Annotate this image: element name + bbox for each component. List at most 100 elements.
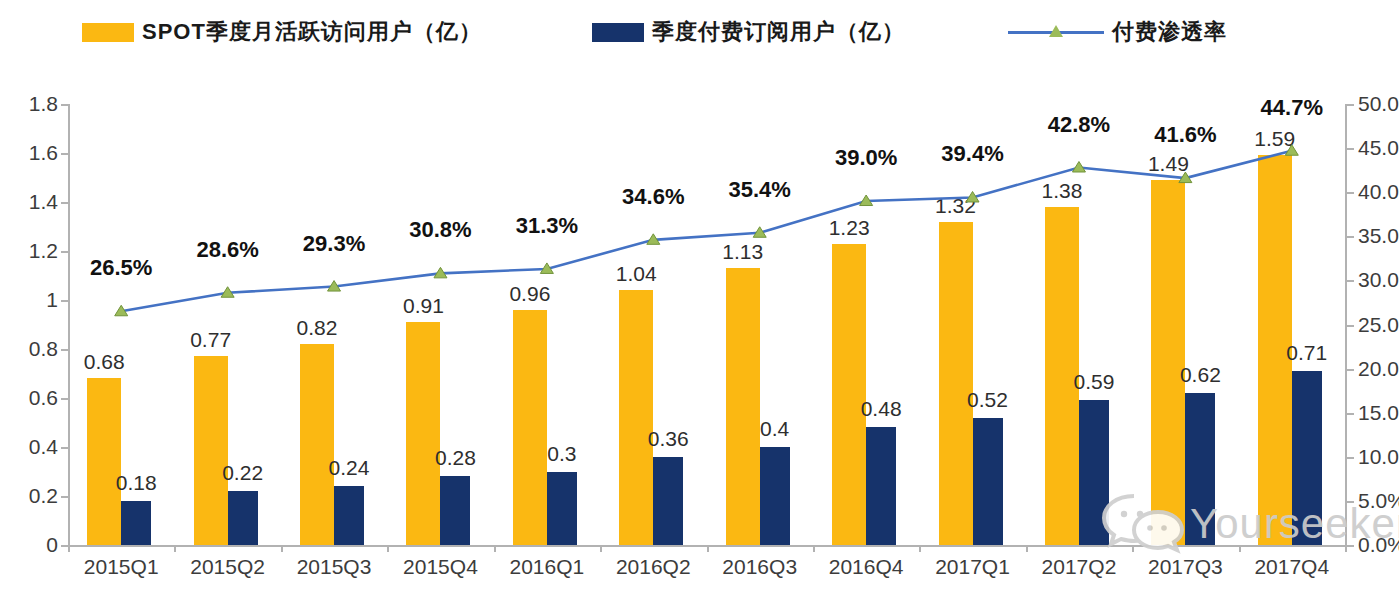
subscribers-bar xyxy=(334,486,364,545)
left-axis-tick xyxy=(61,300,68,302)
left-axis-tick-label: 1.8 xyxy=(4,92,58,116)
subscribers-value-label: 0.28 xyxy=(410,446,500,470)
penetration-percent-label: 29.3% xyxy=(279,231,389,257)
left-axis-tick-label: 0.2 xyxy=(4,484,58,508)
x-axis-tick xyxy=(494,545,496,552)
penetration-percent-label: 31.3% xyxy=(492,213,602,239)
subscribers-legend-swatch xyxy=(592,23,644,42)
mau-value-label: 1.38 xyxy=(1017,179,1107,203)
mau-bar xyxy=(406,322,440,545)
left-axis-tick-label: 1.6 xyxy=(4,141,58,165)
penetration-percent-label: 30.8% xyxy=(385,217,495,243)
penetration-marker-icon xyxy=(1072,162,1085,173)
penetration-marker-icon xyxy=(434,267,447,278)
x-axis-category-label: 2015Q4 xyxy=(385,555,495,579)
penetration-percent-label: 44.7% xyxy=(1237,95,1347,121)
x-axis-category-label: 2016Q2 xyxy=(598,555,708,579)
mau-value-label: 1.13 xyxy=(698,240,788,264)
penetration-percent-label: 35.4% xyxy=(705,177,815,203)
x-axis-tick xyxy=(813,545,815,552)
x-axis-tick xyxy=(600,545,602,552)
left-axis-tick-label: 0 xyxy=(4,533,58,557)
right-axis-tick xyxy=(1347,104,1354,106)
penetration-percent-label: 26.5% xyxy=(66,255,176,281)
subscribers-value-label: 0.24 xyxy=(304,456,394,480)
left-axis-tick xyxy=(61,251,68,253)
left-axis-tick-label: 0.4 xyxy=(4,435,58,459)
left-axis-line xyxy=(68,104,70,545)
subscribers-value-label: 0.36 xyxy=(623,427,713,451)
mau-value-label: 0.68 xyxy=(59,350,149,374)
right-axis-tick xyxy=(1347,192,1354,194)
penetration-percent-label: 41.6% xyxy=(1130,122,1240,148)
left-axis-tick xyxy=(61,447,68,449)
right-axis-tick xyxy=(1347,325,1354,327)
mau-value-label: 0.82 xyxy=(272,316,362,340)
mau-bar xyxy=(513,310,547,545)
mau-bar xyxy=(619,290,653,545)
left-axis-tick-label: 0.6 xyxy=(4,386,58,410)
left-axis-tick xyxy=(61,202,68,204)
mau-bar xyxy=(87,378,121,545)
x-axis-category-label: 2017Q1 xyxy=(918,555,1028,579)
mau-value-label: 0.91 xyxy=(378,294,468,318)
x-axis-category-label: 2016Q4 xyxy=(811,555,921,579)
x-axis-tick xyxy=(1026,545,1028,552)
left-axis-tick xyxy=(61,496,68,498)
legend-item-penetration: 付费渗透率 xyxy=(1008,18,1227,46)
mau-value-label: 1.32 xyxy=(911,194,1001,218)
subscribers-bar xyxy=(653,457,683,545)
mau-bar xyxy=(726,268,760,545)
penetration-marker-icon xyxy=(753,227,766,238)
left-axis-tick xyxy=(61,398,68,400)
watermark-text: Yourseeker xyxy=(1190,500,1399,548)
right-axis-tick-label: 40.0% xyxy=(1358,180,1399,204)
x-axis-category-label: 2016Q1 xyxy=(492,555,602,579)
penetration-marker-icon xyxy=(221,287,234,298)
subscribers-bar xyxy=(228,491,258,545)
penetration-marker-icon xyxy=(860,195,873,206)
right-axis-tick-label: 10.0% xyxy=(1358,445,1399,469)
right-axis-tick-label: 45.0% xyxy=(1358,136,1399,160)
penetration-marker-icon xyxy=(540,263,553,274)
mau-value-label: 1.49 xyxy=(1123,152,1213,176)
penetration-marker-icon xyxy=(647,234,660,245)
penetration-percent-label: 39.0% xyxy=(811,145,921,171)
subscribers-value-label: 0.48 xyxy=(836,397,926,421)
subscribers-bar xyxy=(760,447,790,545)
mau-bar xyxy=(832,244,866,545)
penetration-percent-label: 39.4% xyxy=(918,141,1028,167)
subscribers-value-label: 0.4 xyxy=(730,417,820,441)
subscribers-value-label: 0.52 xyxy=(943,388,1033,412)
right-axis-tick-label: 30.0% xyxy=(1358,268,1399,292)
right-axis-tick xyxy=(1347,369,1354,371)
x-axis-category-label: 2016Q3 xyxy=(705,555,815,579)
right-axis-tick-label: 15.0% xyxy=(1358,401,1399,425)
mau-value-label: 1.23 xyxy=(804,216,894,240)
subscribers-bar xyxy=(973,418,1003,545)
x-axis-tick xyxy=(174,545,176,552)
right-axis-tick-label: 20.0% xyxy=(1358,357,1399,381)
x-axis-category-label: 2015Q3 xyxy=(279,555,389,579)
mau-bar xyxy=(300,344,334,545)
right-axis-tick-label: 50.0% xyxy=(1358,92,1399,116)
penetration-percent-label: 42.8% xyxy=(1024,112,1134,138)
penetration-legend-label: 付费渗透率 xyxy=(1112,17,1227,47)
subscribers-value-label: 0.22 xyxy=(198,461,288,485)
left-axis-tick-label: 1.2 xyxy=(4,239,58,263)
penetration-percent-label: 28.6% xyxy=(173,237,283,263)
mau-legend-label: SPOT季度月活跃访问用户（亿） xyxy=(142,17,482,47)
legend-item-mau: SPOT季度月活跃访问用户（亿） xyxy=(82,18,482,46)
right-axis-tick xyxy=(1347,148,1354,150)
x-axis-category-label: 2015Q2 xyxy=(173,555,283,579)
subscribers-bar xyxy=(440,476,470,545)
left-axis-tick xyxy=(61,545,68,547)
subscribers-value-label: 0.18 xyxy=(91,471,181,495)
wechat-icon xyxy=(1098,488,1190,560)
mau-value-label: 0.77 xyxy=(166,328,256,352)
x-axis-tick xyxy=(68,545,70,552)
penetration-marker-icon xyxy=(115,305,128,316)
x-axis-category-label: 2015Q1 xyxy=(66,555,176,579)
right-axis-tick xyxy=(1347,236,1354,238)
left-axis-tick-label: 1 xyxy=(4,288,58,312)
